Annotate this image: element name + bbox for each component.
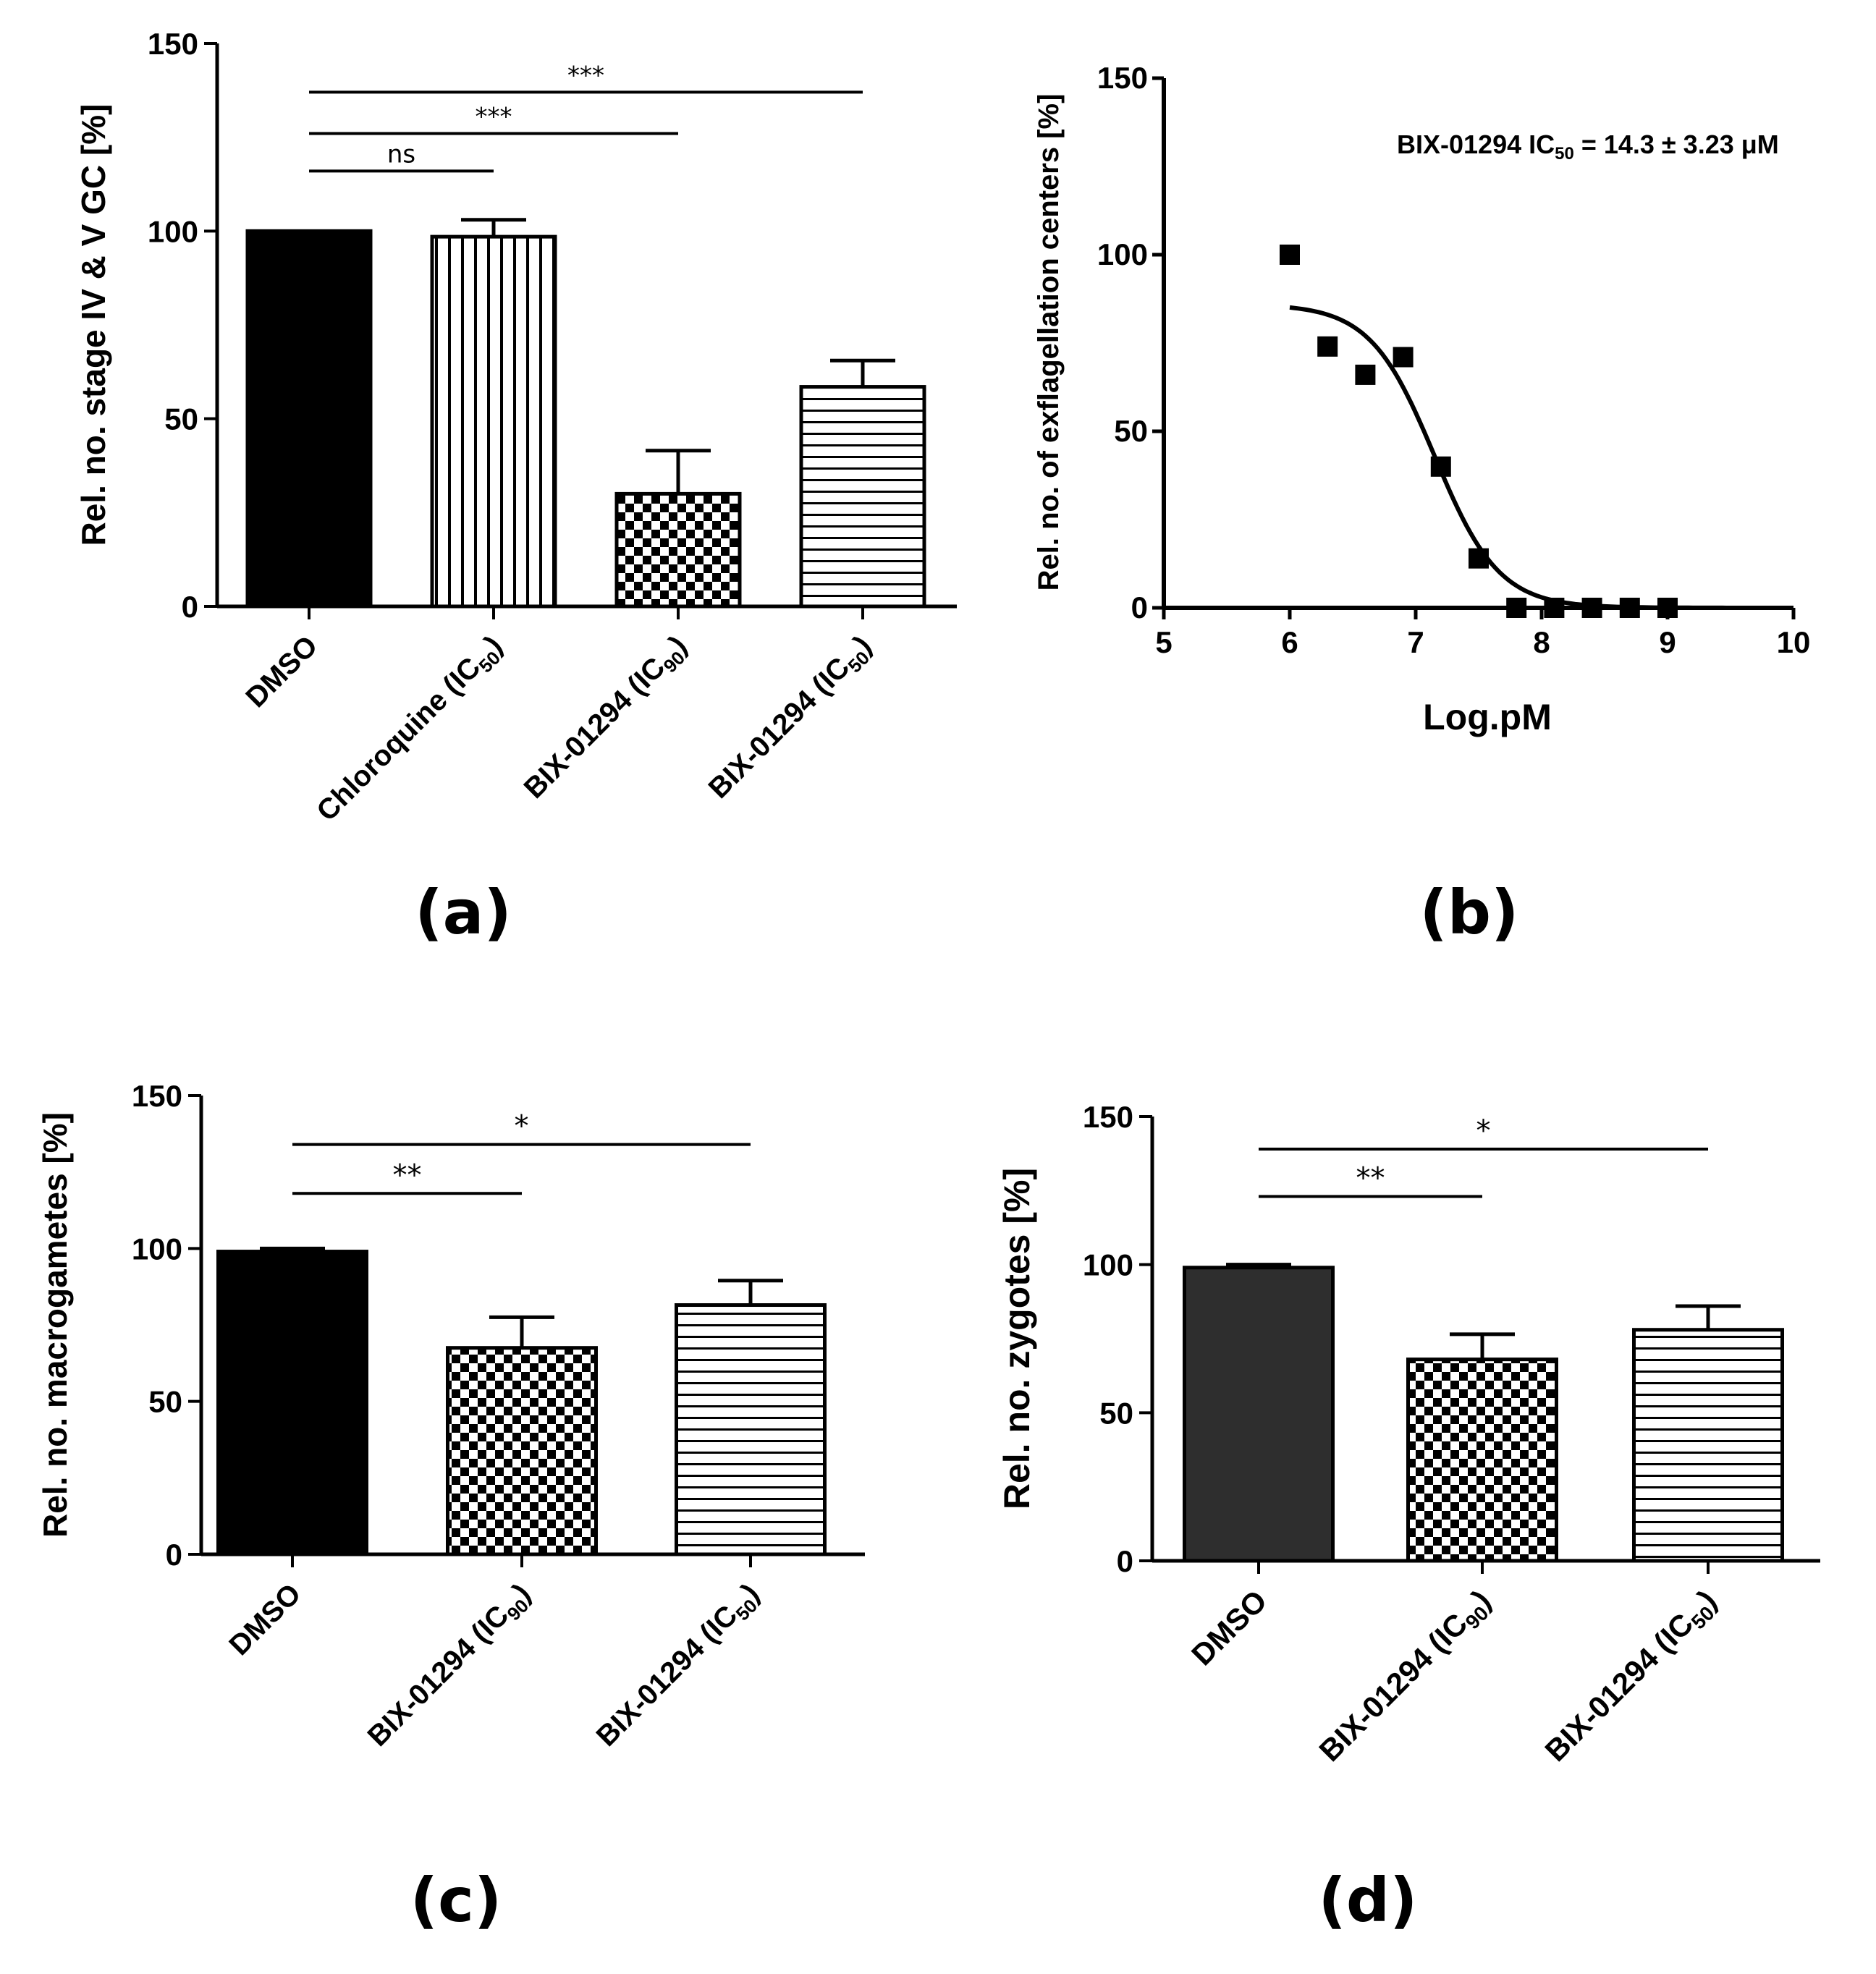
y-tick-label-d: 0 bbox=[1117, 1544, 1133, 1578]
panel-a: Rel. no. stage IV & V GC [%] 0 50 100 150 DMS… bbox=[75, 27, 957, 830]
y-tick-label-d: 50 bbox=[1099, 1396, 1133, 1430]
data-point-b-8 bbox=[1581, 598, 1602, 618]
category-label-c-1: BIX-01294 (IC90) bbox=[362, 1577, 540, 1755]
y-tick-label-a: 100 bbox=[148, 214, 198, 248]
y-tick-label-b: 50 bbox=[1114, 414, 1148, 448]
y-axis-label-a: Rel. no. stage IV & V GC [%] bbox=[75, 104, 112, 546]
y-tick-label-c: 150 bbox=[132, 1079, 182, 1113]
bar-c-2 bbox=[675, 1303, 827, 1556]
significance-label-c-1: * bbox=[515, 1110, 529, 1143]
data-point-b-6 bbox=[1506, 598, 1527, 618]
y-axis-label-d: Rel. no. zygotes [%] bbox=[997, 1168, 1037, 1509]
bar-d-0 bbox=[1183, 1266, 1335, 1563]
data-point-b-0 bbox=[1280, 245, 1300, 265]
category-label-a-1: Chloroquine (IC50) bbox=[310, 630, 511, 830]
panel-label-b: (b) bbox=[1420, 877, 1519, 948]
significance-label-a-1: *** bbox=[476, 102, 512, 131]
x-tick-label-b: 5 bbox=[1155, 625, 1172, 659]
panel-b: Rel. no. of exflagellation centers [%]05… bbox=[1033, 61, 1810, 737]
y-tick-label-b: 150 bbox=[1097, 61, 1148, 95]
data-point-b-2 bbox=[1355, 364, 1376, 385]
y-tick-label-a: 50 bbox=[164, 402, 198, 436]
bar-a-0 bbox=[245, 229, 373, 609]
y-tick-label-c: 100 bbox=[132, 1232, 182, 1266]
category-label-d-2: BIX-01294 (IC50) bbox=[1538, 1583, 1725, 1771]
data-point-b-10 bbox=[1657, 598, 1678, 618]
data-point-b-3 bbox=[1393, 347, 1414, 368]
x-tick-label-b: 10 bbox=[1777, 625, 1811, 659]
category-label-d-1: BIX-01294 (IC90) bbox=[1312, 1583, 1500, 1771]
y-tick-label-d: 100 bbox=[1083, 1248, 1133, 1282]
ic50-annotation: BIX-01294 IC50 = 14.3 ± 3.23 μM bbox=[1397, 130, 1779, 164]
x-axis-label-b: Log.pM bbox=[1423, 697, 1552, 737]
bar-a-2 bbox=[614, 491, 742, 609]
bar-d-2 bbox=[1632, 1328, 1784, 1563]
category-label-a-3: BIX-01294 (IC50) bbox=[703, 630, 881, 808]
bar-a-1 bbox=[430, 234, 557, 609]
x-tick-label-b: 7 bbox=[1407, 625, 1424, 659]
x-tick-label-b: 8 bbox=[1533, 625, 1550, 659]
y-axis-label-b: Rel. no. of exflagellation centers [%] bbox=[1033, 94, 1065, 591]
data-point-b-7 bbox=[1544, 598, 1565, 618]
y-tick-label-b: 100 bbox=[1097, 237, 1148, 271]
category-label-d-0: DMSO bbox=[1185, 1583, 1273, 1672]
y-tick-label-a: 0 bbox=[182, 590, 198, 624]
data-point-b-5 bbox=[1469, 548, 1489, 569]
panel-c: Rel. no. macrogametes [%] 0 50 100 150 DMSO BI… bbox=[36, 1079, 865, 1755]
fit-curve bbox=[1289, 305, 1793, 610]
bar-c-0 bbox=[216, 1250, 368, 1556]
y-tick-label-a: 150 bbox=[148, 27, 198, 61]
y-tick-label-d: 150 bbox=[1083, 1100, 1133, 1134]
panel-label-a: (a) bbox=[415, 877, 511, 948]
category-label-a-0: DMSO bbox=[240, 630, 324, 713]
y-tick-label-c: 0 bbox=[166, 1538, 182, 1572]
panel-d: Rel. no. zygotes [%] 0 50 100 150 DMSO BIX-012… bbox=[997, 1100, 1820, 1771]
data-point-b-9 bbox=[1619, 598, 1640, 618]
x-tick-label-b: 9 bbox=[1659, 625, 1676, 659]
category-label-c-2: BIX-01294 (IC50) bbox=[591, 1577, 769, 1755]
data-point-b-4 bbox=[1430, 456, 1451, 477]
significance-label-c-0: ** bbox=[393, 1158, 422, 1192]
significance-label-a-2: *** bbox=[567, 61, 604, 90]
bar-d-1 bbox=[1406, 1357, 1558, 1563]
panel-label-d: (d) bbox=[1319, 1865, 1418, 1936]
significance-label-d-0: ** bbox=[1356, 1162, 1385, 1195]
significance-label-d-1: * bbox=[1476, 1114, 1491, 1148]
significance-label-a-0: ns bbox=[387, 140, 415, 169]
y-tick-label-b: 0 bbox=[1131, 590, 1148, 624]
bar-c-1 bbox=[446, 1346, 598, 1556]
category-label-c-0: DMSO bbox=[223, 1577, 307, 1661]
category-label-a-2: BIX-01294 (IC90) bbox=[518, 630, 696, 808]
x-tick-label-b: 6 bbox=[1281, 625, 1298, 659]
y-axis-label-c: Rel. no. macrogametes [%] bbox=[36, 1112, 74, 1538]
panel-label-c: (c) bbox=[410, 1865, 502, 1936]
data-point-b-1 bbox=[1317, 336, 1338, 357]
y-tick-label-c: 50 bbox=[148, 1385, 182, 1419]
bar-a-3 bbox=[799, 385, 926, 609]
